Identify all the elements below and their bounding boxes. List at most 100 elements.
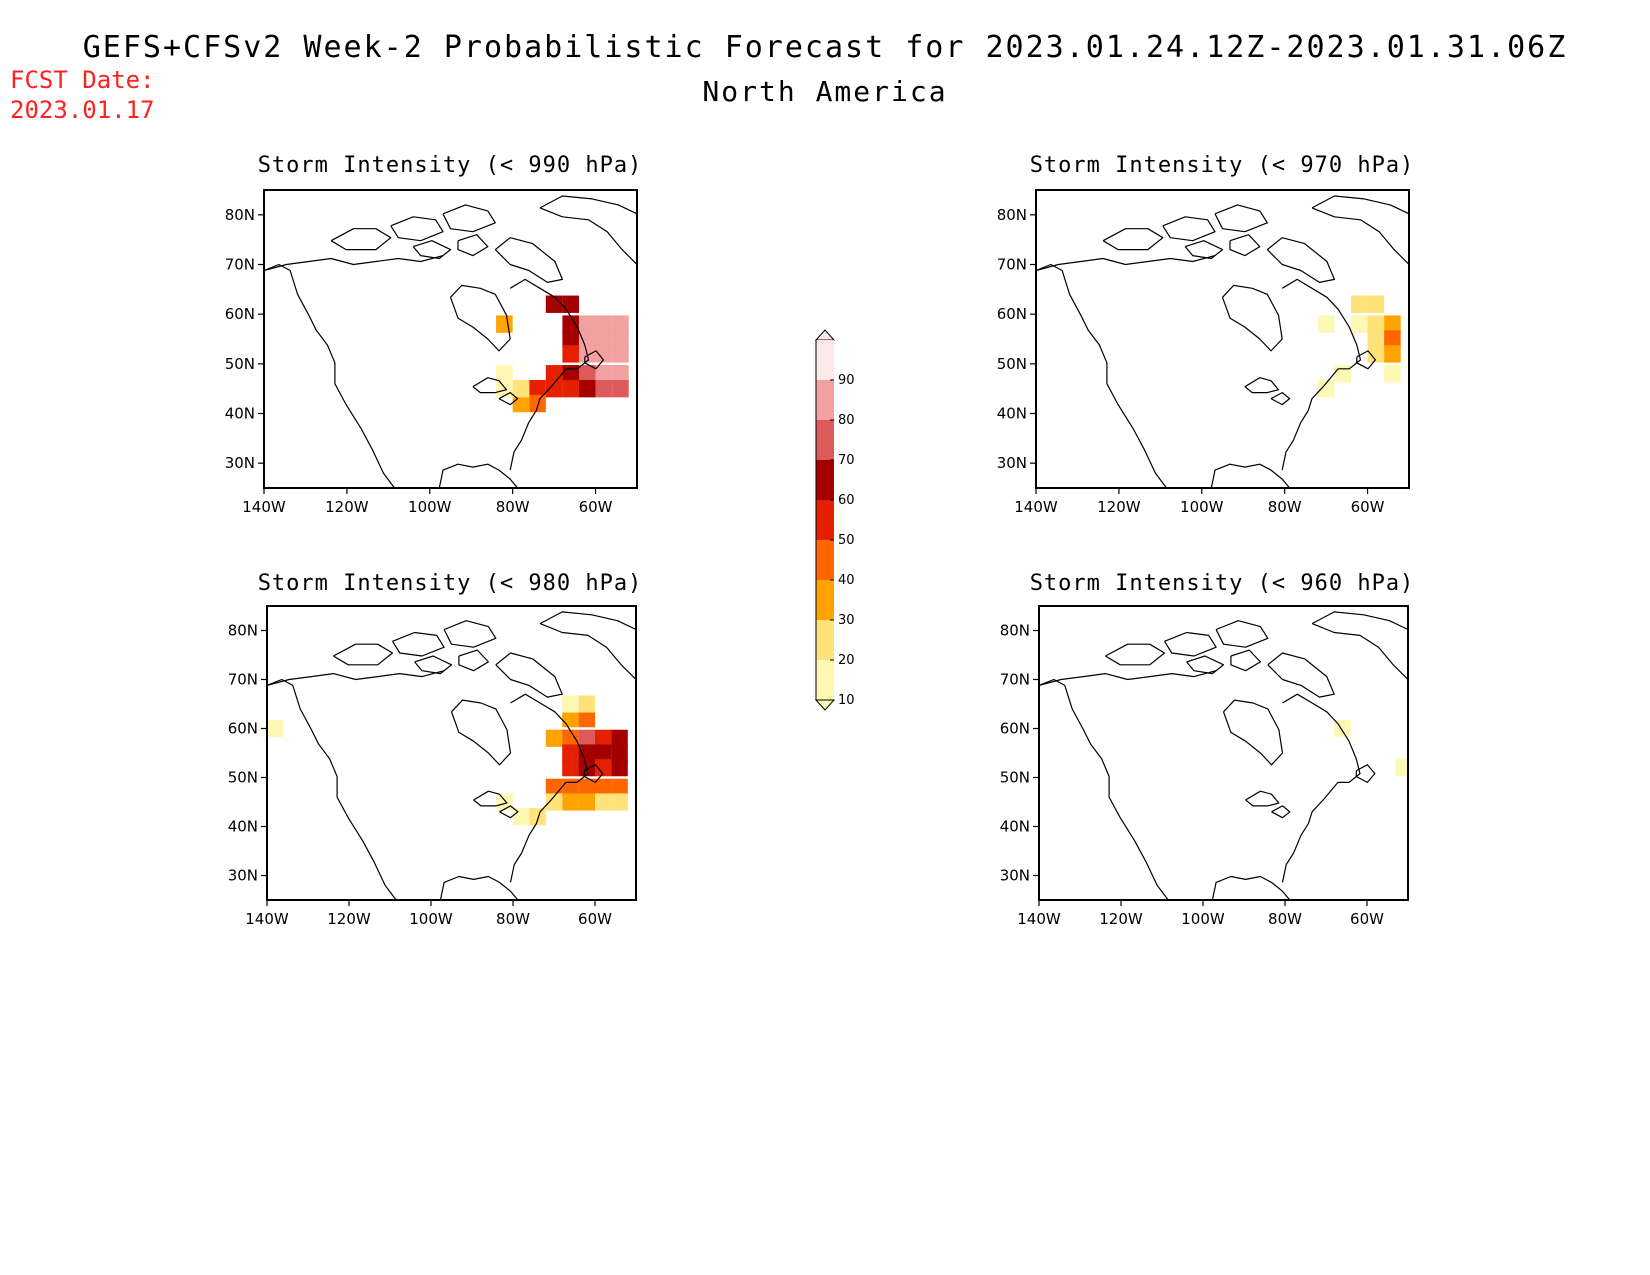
lat-label: 60N [1000,720,1030,738]
lat-label: 40N [225,405,255,423]
coast-line [267,670,445,686]
probability-cell [512,379,530,398]
probability-cell [545,295,563,313]
probability-cell [611,793,628,811]
coast-line [1271,805,1291,819]
probability-cell [267,719,284,738]
probability-cell [562,330,579,348]
coast-line [1281,278,1362,370]
lat-label: 80N [225,206,255,224]
probability-cell [545,778,563,796]
colorbar-label: 50 [838,533,855,548]
coastline [264,195,637,488]
lat-label: 50N [997,355,1027,373]
probability-cell [1317,379,1335,398]
page-title: GEFS+CFSv2 Week-2 Probabilistic Forecast… [82,30,1568,65]
probability-cell [595,330,613,348]
coast-line [1281,782,1339,883]
coast-line [438,463,519,488]
coast-line [391,631,445,657]
coast-line [414,655,453,675]
probability-cell [562,759,579,777]
lat-label: 70N [997,256,1027,274]
probability-cell [529,379,546,398]
lon-label: 120W [325,498,369,516]
coast-line [330,228,392,251]
map-frame [263,189,638,489]
coast-line [495,652,563,698]
map-panel-p970: Storm Intensity (< 970 hPa) 80N 70N 60N 50N 4… [997,153,1414,516]
probability-cell [562,793,579,811]
probability-field [267,695,628,826]
lon-label: 100W [408,498,452,516]
map-panel-p980: Storm Intensity (< 980 hPa) 80N 70N 60N 50N 4… [228,571,643,928]
coast-line [1215,620,1269,648]
lat-label: 50N [228,769,258,787]
probability-cell [562,710,579,728]
panel-title: Storm Intensity (< 980 hPa) [258,571,643,596]
coast-line [1211,875,1291,900]
map-panels: Storm Intensity (< 990 hPa) 80N 70N 60N 50N 4… [225,153,1415,928]
colorbar-label: 40 [838,573,855,588]
probability-cell [1367,295,1385,313]
coast-line [1036,255,1216,272]
probability-cell [578,729,595,747]
probability-cell [562,695,579,713]
lon-label: 80W [496,498,530,516]
lat-label: 50N [1000,769,1030,787]
probability-cell [1350,295,1368,313]
probability-cell [612,365,629,383]
coast-line [1163,631,1217,657]
coastline [1039,611,1408,900]
lon-label: 140W [1014,498,1058,516]
probability-cell [612,379,629,398]
probability-cell [545,729,563,747]
coast-line [1214,204,1268,233]
coast-line [1036,263,1167,488]
lon-label: 60W [579,498,613,516]
lat-label: 70N [228,671,258,689]
colorbar-label: 10 [838,693,855,708]
colorbar-label: 60 [838,493,855,508]
probability-field [496,295,629,413]
coast-line [1222,699,1284,766]
coast-line [1210,463,1291,488]
colorbar-label: 70 [838,453,855,468]
map-panel-p960: Storm Intensity (< 960 hPa) 80N 70N 60N 50N 4… [1000,571,1415,928]
probability-cell [1384,315,1401,333]
coast-line [1267,652,1335,698]
probability-cell [562,295,579,313]
map-panel-p990: Storm Intensity (< 990 hPa) 80N 70N 60N 50N 4… [225,153,642,516]
lon-label: 140W [242,498,286,516]
coast-line [1229,234,1261,257]
fcst-date-label: FCST Date: [10,66,155,94]
probability-cell [578,793,595,811]
lon-label: 120W [327,910,371,928]
probability-cell [1334,365,1351,383]
colorbar-label: 30 [838,613,855,628]
probability-cell [595,759,612,777]
probability-cell [545,793,563,811]
colorbar-segment [816,460,834,500]
coast-line [1105,643,1166,666]
probability-cell [595,379,613,398]
probability-cell [578,330,596,348]
coast-line [1282,693,1361,784]
probability-cell [496,793,513,811]
lat-label: 30N [997,454,1027,472]
panel-title: Storm Intensity (< 960 hPa) [1030,571,1415,596]
colorbar-label: 80 [838,413,855,428]
coast-line [510,693,589,784]
probability-cell [496,365,513,383]
lat-label: 70N [1000,671,1030,689]
coast-line [439,875,519,900]
probability-cell [1367,330,1385,348]
lat-label: 30N [228,867,258,885]
coast-line [1244,377,1280,394]
coast-line [539,195,637,266]
probability-cell [513,808,530,826]
lat-label: 40N [1000,818,1030,836]
lon-label: 100W [409,910,453,928]
probability-cell [595,778,612,796]
